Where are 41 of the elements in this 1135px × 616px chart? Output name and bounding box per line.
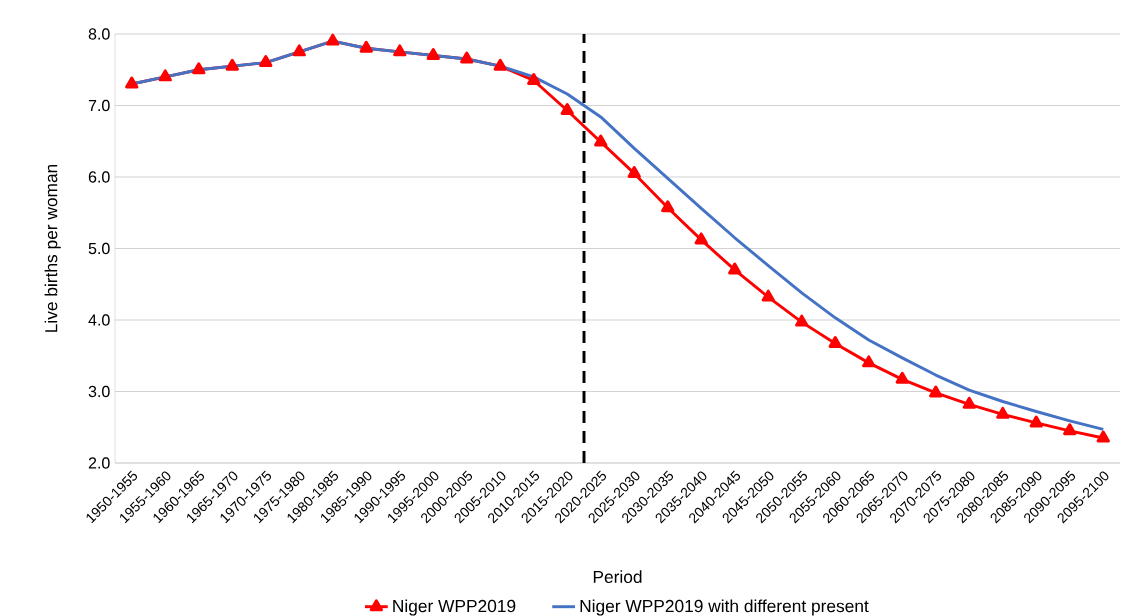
point <box>929 385 943 398</box>
point <box>1096 430 1110 443</box>
point <box>125 76 139 89</box>
y-tick-label: 2.0 <box>88 457 110 469</box>
point <box>493 58 507 71</box>
point <box>661 200 675 213</box>
point <box>192 62 206 75</box>
point <box>996 406 1010 419</box>
y-tick-label: 8.0 <box>88 28 110 40</box>
point <box>1063 423 1077 436</box>
y-tick-label: 6.0 <box>88 171 110 183</box>
y-tick-label: 4.0 <box>88 314 110 326</box>
point <box>795 314 809 327</box>
point <box>594 134 608 147</box>
point <box>828 336 842 349</box>
point <box>259 55 273 68</box>
point <box>158 69 172 82</box>
point <box>393 44 407 57</box>
point <box>1029 415 1043 428</box>
point <box>627 165 641 178</box>
y-tick-label: 5.0 <box>88 242 110 255</box>
legend-label: Niger WPP2019 with different present <box>580 599 869 616</box>
y-tick-label: 7.0 <box>88 99 110 112</box>
point <box>895 371 909 384</box>
point <box>862 355 876 368</box>
point <box>460 51 474 64</box>
point <box>560 103 574 115</box>
x-axis-title: Period <box>593 570 642 584</box>
y-axis-title: Live births per woman <box>44 164 61 332</box>
point <box>728 262 742 275</box>
point <box>426 47 440 60</box>
point <box>359 40 373 53</box>
point <box>326 33 340 46</box>
point <box>694 232 708 245</box>
point <box>292 44 306 57</box>
legend-label: Niger WPP2019 <box>393 599 516 616</box>
point <box>225 58 239 71</box>
y-tick-label: 3.0 <box>88 385 110 398</box>
point <box>761 289 775 302</box>
point <box>527 73 541 85</box>
point <box>962 396 976 409</box>
